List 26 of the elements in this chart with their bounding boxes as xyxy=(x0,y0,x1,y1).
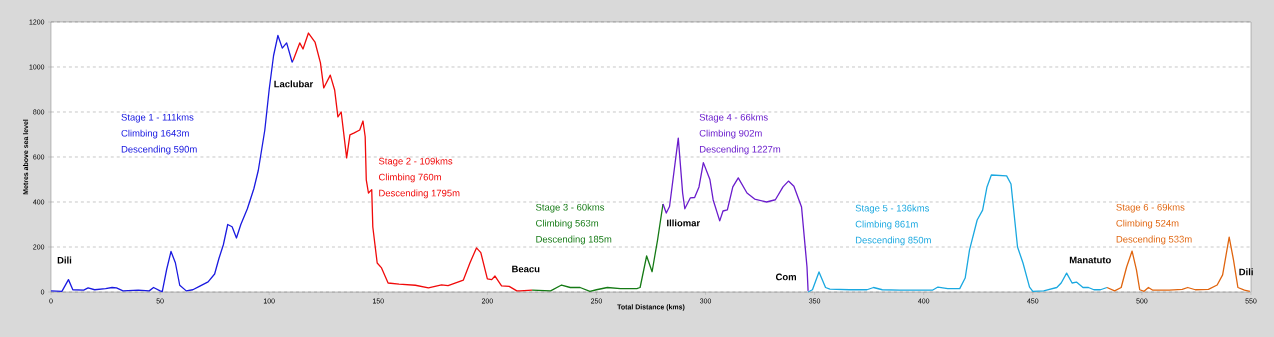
annotation: Beacu xyxy=(512,265,540,273)
annotation: Descending 185m xyxy=(536,235,612,245)
annotation: Dili xyxy=(57,256,72,264)
annotation: Descending 1795m xyxy=(379,189,460,199)
annotation: Climbing 1643m xyxy=(121,129,189,139)
annotation: Illiomar xyxy=(667,219,700,227)
annotation: Climbing 563m xyxy=(536,219,599,229)
annotation: Climbing 861m xyxy=(855,220,918,230)
annotation: Stage 6 - 69kms xyxy=(1116,203,1185,213)
annotation: Manatuto xyxy=(1069,256,1111,264)
annotation: Com xyxy=(775,273,796,281)
annotation: Climbing 524m xyxy=(1116,219,1179,229)
annotation: Stage 2 - 109kms xyxy=(378,157,453,167)
annotation: Descending 1227m xyxy=(699,145,781,155)
annotation: Descending 533m xyxy=(1116,235,1192,245)
annotation: Stage 5 - 136kms xyxy=(855,204,930,214)
line-series xyxy=(662,137,809,292)
annotation: Stage 3 - 60kms xyxy=(536,203,605,213)
annotation: Stage 1 - 111kms xyxy=(121,113,194,123)
annotation: Descending 850m xyxy=(855,236,931,246)
annotation: Descending 590m xyxy=(121,145,197,155)
annotation: Laclubar xyxy=(274,80,314,88)
annotation: Climbing 760m xyxy=(378,173,441,183)
annotation: Climbing 902m xyxy=(699,129,762,139)
annotation: Dili xyxy=(1239,268,1253,276)
annotation: Stage 4 - 66kms xyxy=(699,113,768,123)
